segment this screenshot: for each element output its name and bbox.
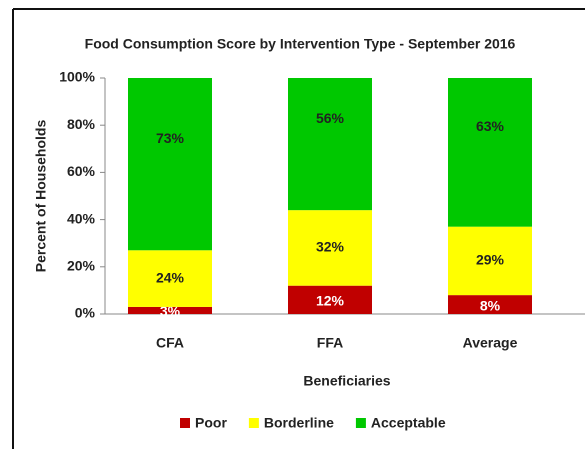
y-tick-label: 20% xyxy=(67,258,96,274)
y-axis-title: Percent of Households xyxy=(33,120,49,273)
y-tick-label: 80% xyxy=(67,116,96,132)
x-tick-label: CFA xyxy=(156,335,184,351)
x-tick-label: Average xyxy=(463,335,518,351)
legend-label: Poor xyxy=(195,415,227,431)
bar-segment xyxy=(448,295,532,314)
x-tick-label: FFA xyxy=(317,335,343,351)
bar-segment xyxy=(448,226,532,296)
bar-segment xyxy=(288,210,372,286)
value-label: 3% xyxy=(160,303,181,319)
y-tick-label: 0% xyxy=(75,305,96,321)
legend-swatch xyxy=(248,418,259,428)
value-label: 29% xyxy=(476,252,505,268)
bar-segment xyxy=(288,78,372,211)
value-label: 24% xyxy=(156,269,185,285)
value-label: 12% xyxy=(316,293,345,309)
bar-segment xyxy=(288,285,372,314)
bar-segment xyxy=(128,306,212,314)
y-tick-label: 40% xyxy=(67,210,96,226)
legend-swatch xyxy=(355,418,366,428)
bar-segment xyxy=(128,78,212,251)
y-tick-label: 60% xyxy=(67,163,96,179)
value-label: 63% xyxy=(476,118,505,134)
y-tick-label: 100% xyxy=(59,69,95,85)
chart-title: Food Consumption Score by Intervention T… xyxy=(85,36,516,52)
legend-label: Acceptable xyxy=(371,415,446,431)
legend-label: Borderline xyxy=(264,415,334,431)
value-label: 56% xyxy=(316,110,345,126)
legend-swatch xyxy=(180,418,190,428)
bar-segment xyxy=(448,78,532,227)
bar-segment xyxy=(128,250,212,307)
value-label: 32% xyxy=(316,239,345,255)
value-label: 73% xyxy=(156,130,185,146)
value-label: 8% xyxy=(480,297,501,313)
x-axis-title: Beneficiaries xyxy=(303,373,390,389)
